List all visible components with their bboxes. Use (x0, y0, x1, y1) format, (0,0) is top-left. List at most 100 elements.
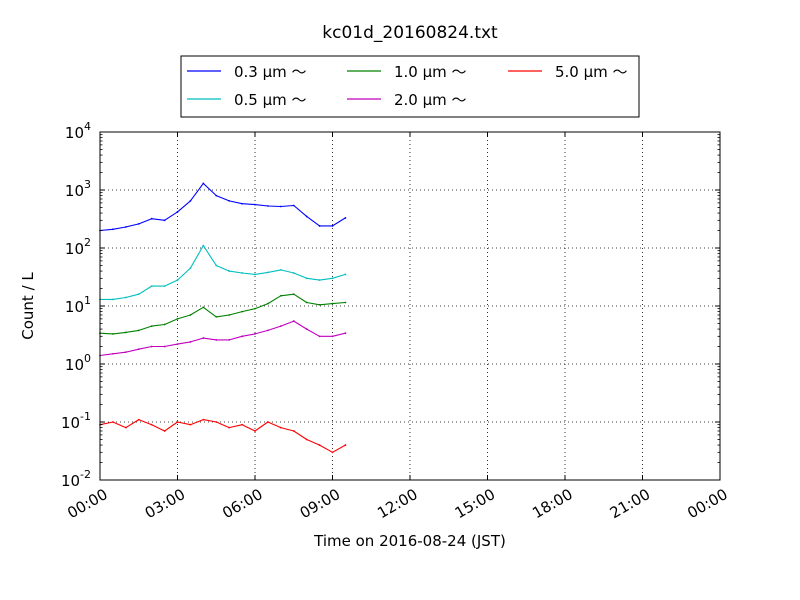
data-point (292, 204, 295, 207)
data-point (318, 444, 321, 446)
data-point (344, 217, 347, 219)
y-tick-label: 104 (65, 120, 91, 142)
data-point (241, 272, 243, 274)
y-tick-base: 10 (65, 298, 84, 316)
data-point (202, 306, 205, 309)
data-point (163, 430, 166, 432)
data-point (292, 430, 295, 432)
data-point (202, 418, 205, 421)
data-point (189, 314, 192, 316)
data-point (124, 296, 127, 299)
data-point (344, 273, 347, 276)
data-point (137, 223, 140, 225)
y-tick-exponent: 0 (84, 352, 91, 365)
data-point (318, 303, 321, 306)
y-tick-label: 102 (65, 236, 91, 258)
series-line (99, 182, 346, 232)
data-point (318, 225, 321, 227)
data-point (137, 293, 140, 296)
data-point (267, 205, 269, 207)
data-point (228, 270, 231, 272)
y-tick-exponent: 4 (84, 120, 91, 133)
legend-label: 2.0 μm ～ (394, 91, 467, 109)
y-tick-exponent: 1 (84, 294, 91, 307)
data-point (124, 426, 127, 429)
data-point (279, 268, 282, 271)
data-point (189, 423, 192, 426)
data-point (241, 310, 243, 313)
data-point (137, 348, 140, 351)
data-point (189, 267, 192, 270)
data-point (279, 294, 282, 297)
data-point (344, 301, 347, 304)
data-point (215, 264, 218, 267)
series-0 (99, 182, 347, 232)
data-point (150, 285, 153, 288)
y-tick-label: 103 (65, 178, 91, 200)
y-tick-exponent: 2 (84, 236, 91, 249)
data-point (163, 323, 166, 326)
data-point (331, 277, 334, 280)
data-point (254, 307, 256, 310)
data-point (305, 277, 308, 280)
data-point (202, 244, 205, 247)
data-point (344, 444, 347, 446)
y-tick-label: 100 (65, 352, 91, 374)
series-layer (99, 182, 347, 454)
data-point (215, 194, 218, 197)
data-point (292, 272, 295, 274)
data-point (112, 333, 114, 335)
series-3 (99, 320, 347, 357)
data-point (112, 352, 114, 355)
data-point (124, 331, 127, 334)
series-line (99, 419, 346, 453)
data-point (318, 279, 321, 281)
data-point (163, 345, 166, 348)
data-point (176, 317, 179, 320)
data-point (254, 333, 256, 335)
data-point (215, 339, 218, 341)
data-point (202, 182, 205, 185)
data-point (331, 451, 334, 454)
data-point (189, 341, 192, 343)
data-point (137, 418, 140, 421)
data-point (228, 199, 231, 202)
data-point (124, 351, 127, 354)
data-point (254, 203, 256, 206)
data-point (215, 421, 218, 423)
data-point (331, 335, 334, 338)
y-tick-label: 10-2 (61, 468, 91, 490)
y-tick-base: 10 (61, 414, 80, 432)
legend-label: 0.5 μm ～ (234, 91, 307, 109)
data-point (150, 345, 153, 348)
y-tick-base: 10 (65, 124, 84, 142)
data-point (344, 332, 347, 335)
data-point (112, 298, 114, 301)
data-point (189, 199, 192, 202)
y-tick-exponent: -2 (80, 468, 91, 481)
data-point (202, 337, 205, 339)
data-point (176, 343, 179, 346)
y-tick-exponent: 3 (84, 178, 91, 191)
data-point (267, 329, 269, 332)
data-point (150, 423, 153, 426)
data-point (254, 430, 256, 432)
data-point (305, 438, 308, 441)
series-line (100, 245, 346, 300)
data-point (176, 279, 179, 281)
data-point (215, 315, 218, 318)
y-axis-label: Count / L (19, 272, 37, 340)
data-point (267, 421, 269, 423)
data-point (241, 423, 243, 426)
data-point (279, 325, 282, 328)
data-point (228, 339, 231, 341)
y-tick-label: 101 (65, 294, 91, 316)
x-axis-label: Time on 2016-08-24 (JST) (313, 532, 506, 550)
data-point (163, 219, 166, 222)
data-point (176, 210, 179, 213)
legend-box (180, 55, 640, 118)
data-point (150, 217, 153, 220)
data-point (163, 285, 166, 288)
y-tick-label: 10-1 (61, 410, 91, 432)
